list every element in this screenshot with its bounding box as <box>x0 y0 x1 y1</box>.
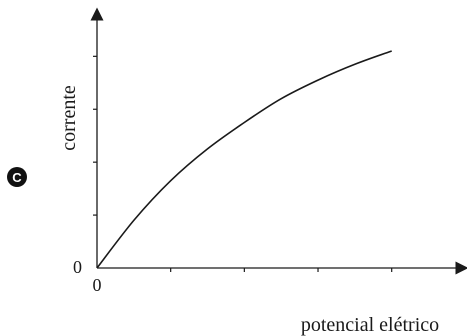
series-line-0 <box>96 50 392 269</box>
y-axis-label: corrente <box>58 85 80 151</box>
x-axis-label: potencial elétrico <box>301 314 439 336</box>
option-marker-circle <box>7 167 27 187</box>
x-origin-label: 0 <box>93 275 102 295</box>
ticks <box>93 55 393 272</box>
option-marker: C <box>7 167 27 187</box>
axes <box>90 7 467 275</box>
y-origin-label: 0 <box>73 257 82 277</box>
series <box>96 50 392 269</box>
option-letter: C <box>12 170 22 185</box>
